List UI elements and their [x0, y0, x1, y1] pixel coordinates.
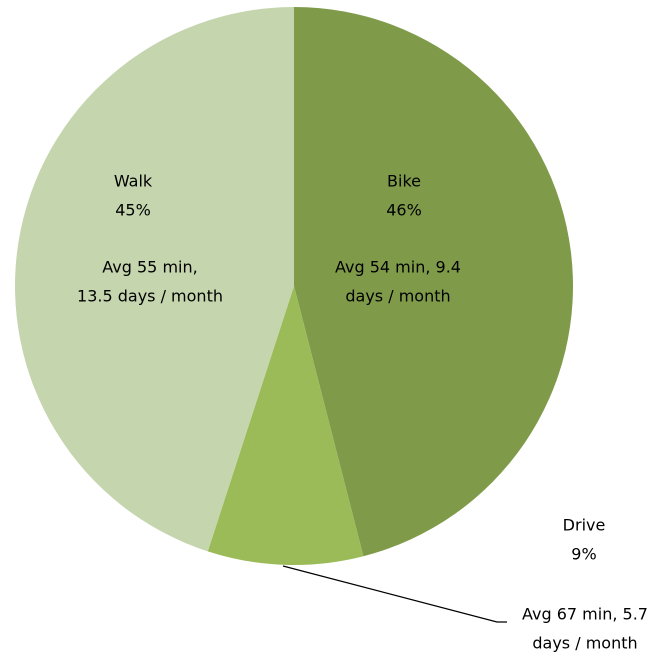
- pie-slice: [207, 286, 364, 565]
- slice-percent: 46%: [386, 201, 422, 220]
- pie-slice: [294, 7, 573, 557]
- slice-detail: Avg 54 min, 9.4: [335, 258, 461, 277]
- slice-detail: days / month: [345, 287, 450, 306]
- slice-percent: 45%: [115, 201, 151, 220]
- slice-percent: 9%: [571, 545, 596, 564]
- slice-detail: days / month: [532, 634, 637, 653]
- slice-name: Bike: [387, 172, 421, 191]
- slice-name: Walk: [114, 172, 153, 191]
- slice-detail: 13.5 days / month: [77, 287, 223, 306]
- leader-line: [282, 565, 507, 623]
- slice-detail: Avg 55 min,: [102, 258, 197, 277]
- slice-name: Drive: [563, 516, 606, 535]
- pie-slice: [14, 7, 294, 552]
- slice-detail: Avg 67 min, 5.7: [522, 605, 648, 624]
